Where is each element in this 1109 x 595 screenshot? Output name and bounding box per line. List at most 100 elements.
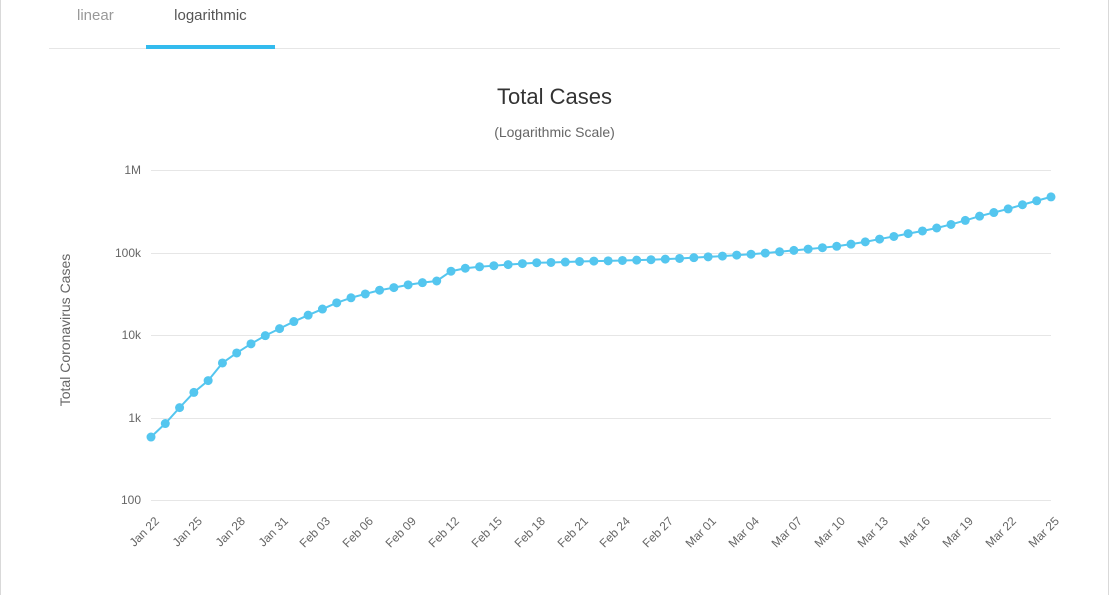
- data-point[interactable]: [1004, 204, 1013, 213]
- data-point[interactable]: [704, 252, 713, 261]
- tab-linear[interactable]: linear: [49, 0, 142, 48]
- data-point[interactable]: [818, 243, 827, 252]
- y-tick-label: 1M: [124, 163, 141, 177]
- plot-area: 1001k10k100k1MJan 22Jan 25Jan 28Jan 31Fe…: [151, 170, 1051, 500]
- data-point[interactable]: [332, 298, 341, 307]
- x-tick-label: Mar 25: [1026, 514, 1062, 550]
- data-point[interactable]: [932, 224, 941, 233]
- data-point[interactable]: [432, 277, 441, 286]
- x-tick-label: Mar 01: [683, 514, 719, 550]
- x-tick-label: Jan 25: [169, 514, 204, 549]
- data-point[interactable]: [518, 259, 527, 268]
- gridline: [151, 500, 1051, 501]
- x-tick-label: Feb 27: [640, 514, 676, 550]
- data-point[interactable]: [789, 246, 798, 255]
- data-point[interactable]: [147, 433, 156, 442]
- data-point[interactable]: [289, 317, 298, 326]
- data-point[interactable]: [247, 339, 256, 348]
- data-point[interactable]: [947, 220, 956, 229]
- chart-subtitle: (Logarithmic Scale): [1, 124, 1108, 140]
- x-tick-label: Feb 12: [426, 514, 462, 550]
- data-point[interactable]: [989, 208, 998, 217]
- x-tick-label: Mar 22: [983, 514, 1019, 550]
- data-point[interactable]: [875, 235, 884, 244]
- data-point[interactable]: [832, 242, 841, 251]
- data-point[interactable]: [618, 256, 627, 265]
- x-tick-label: Mar 19: [940, 514, 976, 550]
- data-point[interactable]: [718, 252, 727, 261]
- data-point[interactable]: [889, 232, 898, 241]
- data-point[interactable]: [604, 256, 613, 265]
- data-point[interactable]: [175, 403, 184, 412]
- data-point[interactable]: [675, 254, 684, 263]
- data-point[interactable]: [375, 286, 384, 295]
- x-tick-label: Jan 22: [127, 514, 162, 549]
- data-point[interactable]: [861, 237, 870, 246]
- data-point[interactable]: [918, 226, 927, 235]
- x-tick-label: Feb 24: [597, 514, 633, 550]
- y-tick-label: 100k: [115, 246, 141, 260]
- y-tick-label: 1k: [128, 411, 141, 425]
- data-point[interactable]: [904, 229, 913, 238]
- data-point[interactable]: [161, 419, 170, 428]
- x-tick-label: Jan 28: [212, 514, 247, 549]
- data-point[interactable]: [847, 240, 856, 249]
- x-tick-label: Mar 07: [768, 514, 804, 550]
- data-point[interactable]: [647, 255, 656, 264]
- data-point[interactable]: [232, 348, 241, 357]
- data-point[interactable]: [661, 255, 670, 264]
- data-point[interactable]: [304, 311, 313, 320]
- data-point[interactable]: [489, 261, 498, 270]
- data-point[interactable]: [447, 267, 456, 276]
- data-point[interactable]: [1047, 192, 1056, 201]
- data-point[interactable]: [404, 280, 413, 289]
- data-point[interactable]: [261, 331, 270, 340]
- data-point[interactable]: [1018, 200, 1027, 209]
- data-point[interactable]: [589, 257, 598, 266]
- data-point[interactable]: [218, 358, 227, 367]
- data-point[interactable]: [532, 258, 541, 267]
- x-tick-label: Feb 21: [554, 514, 590, 550]
- data-point[interactable]: [961, 216, 970, 225]
- data-point[interactable]: [689, 253, 698, 262]
- data-point[interactable]: [275, 324, 284, 333]
- tab-logarithmic[interactable]: logarithmic: [146, 0, 275, 48]
- data-point[interactable]: [732, 251, 741, 260]
- data-point[interactable]: [347, 293, 356, 302]
- data-point[interactable]: [389, 283, 398, 292]
- data-point[interactable]: [747, 250, 756, 259]
- data-point[interactable]: [418, 278, 427, 287]
- x-tick-label: Mar 16: [897, 514, 933, 550]
- chart-panel: linear logarithmic Total Cases (Logarith…: [0, 0, 1109, 595]
- data-point[interactable]: [547, 258, 556, 267]
- data-point[interactable]: [504, 260, 513, 269]
- data-point[interactable]: [575, 257, 584, 266]
- x-tick-label: Mar 04: [726, 514, 762, 550]
- data-point[interactable]: [632, 256, 641, 265]
- x-tick-label: Jan 31: [255, 514, 290, 549]
- y-axis-title: Total Coronavirus Cases: [57, 254, 73, 407]
- data-point[interactable]: [761, 249, 770, 258]
- x-tick-label: Feb 09: [383, 514, 419, 550]
- x-tick-label: Feb 03: [297, 514, 333, 550]
- data-point[interactable]: [189, 388, 198, 397]
- data-point[interactable]: [561, 258, 570, 267]
- series-line: [151, 170, 1051, 500]
- data-point[interactable]: [1032, 196, 1041, 205]
- data-point[interactable]: [775, 247, 784, 256]
- x-tick-label: Mar 10: [811, 514, 847, 550]
- data-point[interactable]: [204, 376, 213, 385]
- data-point[interactable]: [461, 264, 470, 273]
- data-point[interactable]: [804, 245, 813, 254]
- x-tick-label: Mar 13: [854, 514, 890, 550]
- y-tick-label: 100: [121, 493, 141, 507]
- data-point[interactable]: [475, 262, 484, 271]
- x-tick-label: Feb 15: [468, 514, 504, 550]
- x-tick-label: Feb 06: [340, 514, 376, 550]
- data-point[interactable]: [975, 212, 984, 221]
- y-tick-label: 10k: [122, 328, 141, 342]
- chart-title: Total Cases: [1, 84, 1108, 110]
- data-point[interactable]: [361, 289, 370, 298]
- data-point[interactable]: [318, 305, 327, 314]
- scale-tabs: linear logarithmic: [49, 0, 1060, 49]
